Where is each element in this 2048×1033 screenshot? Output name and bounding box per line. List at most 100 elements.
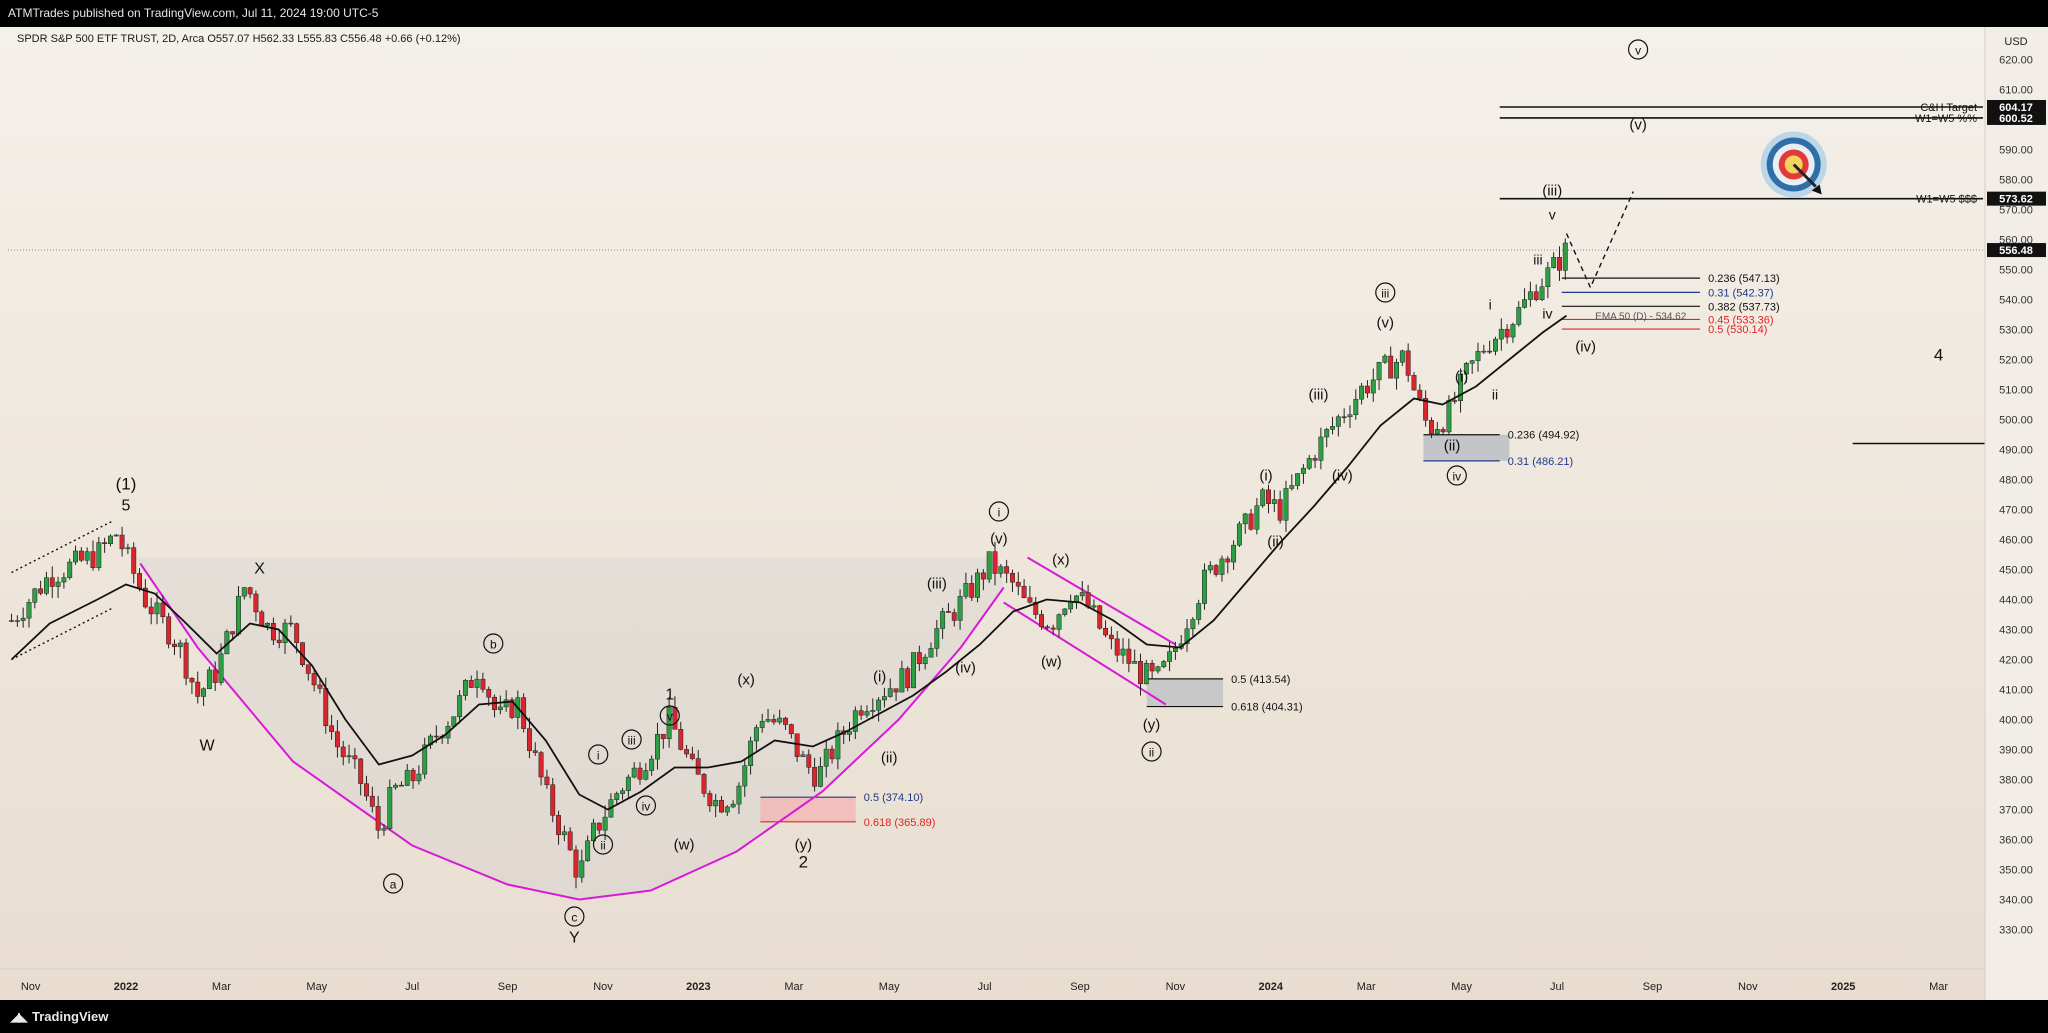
candle[interactable]	[986, 551, 992, 580]
price-axis[interactable]	[1985, 27, 2048, 1000]
candle[interactable]	[43, 577, 49, 594]
candle[interactable]	[236, 595, 241, 635]
candle[interactable]	[1271, 499, 1277, 504]
candle[interactable]	[265, 623, 271, 626]
candle[interactable]	[1330, 426, 1335, 430]
candle[interactable]	[858, 710, 864, 716]
candle[interactable]	[1493, 338, 1498, 352]
candle[interactable]	[1114, 638, 1120, 656]
candle[interactable]	[509, 699, 515, 718]
candle[interactable]	[183, 642, 189, 679]
candle[interactable]	[1487, 350, 1493, 353]
candle[interactable]	[9, 620, 14, 622]
candle[interactable]	[1015, 581, 1021, 587]
candle[interactable]	[730, 803, 736, 808]
candle[interactable]	[317, 684, 323, 689]
candle[interactable]	[84, 551, 90, 561]
candle[interactable]	[812, 767, 818, 787]
candle[interactable]	[666, 706, 672, 739]
candle[interactable]	[864, 711, 870, 716]
candle[interactable]	[1172, 648, 1178, 652]
candle[interactable]	[177, 642, 183, 648]
candle[interactable]	[1446, 400, 1452, 433]
candle[interactable]	[486, 689, 492, 698]
candle[interactable]	[561, 831, 567, 836]
candle[interactable]	[90, 551, 96, 569]
candle[interactable]	[1097, 605, 1103, 629]
candle[interactable]	[375, 806, 381, 831]
trend-line[interactable]	[1003, 601, 1167, 706]
candle[interactable]	[468, 680, 474, 688]
candle[interactable]	[276, 639, 282, 644]
candle[interactable]	[1463, 363, 1469, 375]
candle[interactable]	[1423, 398, 1429, 421]
candle[interactable]	[433, 735, 439, 738]
candle[interactable]	[655, 733, 660, 760]
candle[interactable]	[172, 643, 177, 648]
candle[interactable]	[387, 787, 393, 829]
tradingview-logo[interactable]: ◢◣ TradingView	[10, 1000, 108, 1033]
candle[interactable]	[282, 622, 288, 644]
candle[interactable]	[113, 534, 119, 537]
candle[interactable]	[201, 688, 207, 697]
candle[interactable]	[1283, 488, 1289, 521]
candle[interactable]	[1405, 350, 1411, 376]
candle[interactable]	[32, 588, 38, 603]
candle[interactable]	[1044, 626, 1050, 629]
candle[interactable]	[573, 849, 579, 878]
candle[interactable]	[526, 728, 532, 751]
candle[interactable]	[457, 695, 463, 718]
candle[interactable]	[1039, 614, 1045, 628]
candle[interactable]	[1266, 489, 1271, 504]
candle[interactable]	[1254, 505, 1260, 530]
candle[interactable]	[1335, 416, 1341, 427]
candle[interactable]	[1033, 601, 1039, 615]
candle[interactable]	[1434, 429, 1440, 434]
candle[interactable]	[1056, 614, 1062, 630]
candle[interactable]	[1399, 350, 1405, 363]
candle[interactable]	[1277, 499, 1283, 521]
candle[interactable]	[1167, 651, 1173, 662]
candle[interactable]	[1079, 592, 1085, 597]
candle[interactable]	[1382, 355, 1388, 363]
candle[interactable]	[788, 724, 794, 735]
candle[interactable]	[1359, 385, 1365, 400]
candle[interactable]	[887, 688, 893, 697]
candle[interactable]	[934, 628, 940, 649]
candle[interactable]	[1370, 379, 1376, 394]
candle[interactable]	[806, 754, 812, 768]
candle[interactable]	[480, 678, 486, 690]
candle[interactable]	[1324, 429, 1330, 438]
candle[interactable]	[1522, 299, 1528, 308]
candle[interactable]	[1312, 458, 1318, 461]
candle[interactable]	[1021, 585, 1027, 598]
candle[interactable]	[1545, 267, 1551, 287]
candle[interactable]	[643, 770, 649, 780]
candle[interactable]	[1202, 569, 1207, 604]
candle[interactable]	[1353, 398, 1359, 415]
candle[interactable]	[660, 733, 666, 739]
trend-line[interactable]	[11, 607, 113, 661]
trend-line[interactable]	[11, 520, 113, 574]
candle[interactable]	[905, 668, 911, 689]
candle[interactable]	[550, 784, 556, 816]
candle[interactable]	[1440, 429, 1446, 433]
candle[interactable]	[1458, 373, 1464, 402]
candle[interactable]	[1074, 595, 1079, 602]
candle[interactable]	[497, 706, 503, 710]
candle[interactable]	[398, 784, 404, 787]
candle[interactable]	[358, 758, 364, 784]
candle[interactable]	[78, 550, 84, 561]
candle[interactable]	[1364, 385, 1370, 394]
candle[interactable]	[794, 733, 800, 757]
candle[interactable]	[777, 717, 783, 723]
candle[interactable]	[893, 688, 899, 693]
candle[interactable]	[765, 719, 771, 722]
candle[interactable]	[829, 748, 835, 760]
candle[interactable]	[969, 583, 975, 598]
candle[interactable]	[166, 616, 172, 645]
candle[interactable]	[416, 773, 422, 782]
candle[interactable]	[1103, 627, 1109, 636]
candle[interactable]	[1190, 619, 1196, 630]
candle[interactable]	[14, 620, 20, 622]
